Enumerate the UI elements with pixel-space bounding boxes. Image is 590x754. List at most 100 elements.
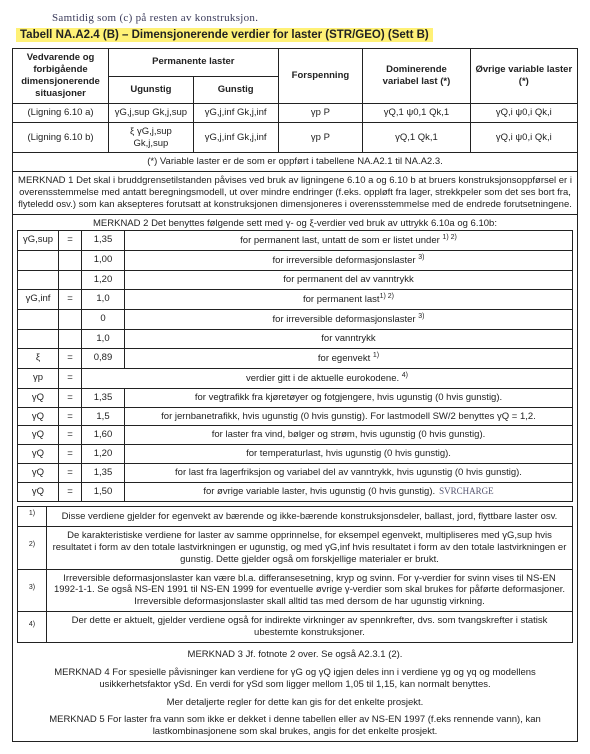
cell: γQ,i ψ0,i Qk,i [470, 103, 577, 122]
cell: (Ligning 6.10 b) [13, 122, 109, 153]
footnote-row: 4)Der dette er aktuelt, gjelder verdiene… [18, 612, 573, 643]
def-sym: ξ [18, 348, 59, 368]
def-val: 1,35 [82, 388, 125, 407]
def-row: γQ=1,35for vegtrafikk fra kjøretøyer og … [18, 388, 573, 407]
def-sym: γG,inf [18, 289, 59, 309]
def-txt: for vanntrykk [125, 329, 573, 348]
th-fav: Gunstig [193, 76, 278, 103]
cell: γG,j,sup Gk,j,sup [109, 103, 194, 122]
def-val: 1,20 [82, 445, 125, 464]
fn-text: Disse verdiene gjelder for egenvekt av b… [47, 506, 573, 526]
handwritten-note: Samtidig som (c) på resten av konstruksj… [52, 12, 578, 26]
fn-num: 3) [18, 569, 47, 612]
def-val: 1,50 [82, 483, 125, 502]
cell: γG,j,inf Gk,j,inf [193, 122, 278, 153]
def-sym: γQ [18, 445, 59, 464]
def-txt: for temperaturlast, hvis ugunstig (0 hvi… [125, 445, 573, 464]
def-val: 0,89 [82, 348, 125, 368]
table-title: Tabell NA.A2.4 (B) – Dimensjonerende ver… [16, 28, 433, 42]
def-sym: γQ [18, 464, 59, 483]
def-txt: for permanent last, untatt de som er lis… [125, 230, 573, 250]
def-eq: = [59, 289, 82, 309]
definitions-table: γG,sup=1,35for permanent last, untatt de… [17, 230, 573, 502]
def-row: γQ=1,50for øvrige variable laster, hvis … [18, 483, 573, 502]
def-eq: = [59, 445, 82, 464]
merknad-5: MERKNAD 5 For laster fra vann som ikke e… [17, 714, 573, 738]
def-val: 1,0 [82, 289, 125, 309]
def-sym: γQ [18, 388, 59, 407]
def-row: γQ=1,20for temperaturlast, hvis ugunstig… [18, 445, 573, 464]
def-eq: = [59, 483, 82, 502]
def-val: 1,5 [82, 407, 125, 426]
footnote-row: 1)Disse verdiene gjelder for egenvekt av… [18, 506, 573, 526]
cell: γp P [278, 122, 363, 153]
def-txt: for egenvekt 1) [125, 348, 573, 368]
def-eq: = [59, 388, 82, 407]
def-txt: verdier gitt i de aktuelle eurokodene. 4… [82, 368, 573, 388]
def-row: γG,inf=1,0for permanent last1) 2) [18, 289, 573, 309]
cell: γG,j,inf Gk,j,inf [193, 103, 278, 122]
cell: γp P [278, 103, 363, 122]
merknad-3: MERKNAD 3 Jf. fotnote 2 over. Se også A2… [17, 649, 573, 661]
th-dominant: Dominerende variabel last (*) [363, 49, 470, 104]
def-eq: = [59, 464, 82, 483]
def-row: 0for irreversible deformasjonslaster 3) [18, 309, 573, 329]
def-row: γp=verdier gitt i de aktuelle eurokodene… [18, 368, 573, 388]
def-row: γQ=1,35for last fra lagerfriksjon og var… [18, 464, 573, 483]
def-txt: for irreversible deformasjonslaster 3) [125, 309, 573, 329]
def-sym: γG,sup [18, 230, 59, 250]
def-txt: for permanent last1) 2) [125, 289, 573, 309]
star-note: (*) Variable laster er de som er oppført… [13, 153, 578, 172]
footnotes-table: 1)Disse verdiene gjelder for egenvekt av… [17, 506, 573, 643]
def-val: 1,35 [82, 464, 125, 483]
def-row: γQ=1,5for jernbanetrafikk, hvis ugunstig… [18, 407, 573, 426]
def-txt: for øvrige variable laster, hvis ugunsti… [125, 483, 573, 502]
def-txt: for vegtrafikk fra kjøretøyer og fotgjen… [125, 388, 573, 407]
th-unfav: Ugunstig [109, 76, 194, 103]
def-val: 0 [82, 309, 125, 329]
def-sym [18, 329, 59, 348]
fn-num: 4) [18, 612, 47, 643]
def-val: 1,60 [82, 426, 125, 445]
row-610a: (Ligning 6.10 a) γG,j,sup Gk,j,sup γG,j,… [13, 103, 578, 122]
def-eq: = [59, 230, 82, 250]
th-situations: Vedvarende og forbigående dimensjonerend… [13, 49, 109, 104]
def-txt: for jernbanetrafikk, hvis ugunstig (0 hv… [125, 407, 573, 426]
def-eq [59, 329, 82, 348]
def-row: γG,sup=1,35for permanent last, untatt de… [18, 230, 573, 250]
def-txt: for irreversible deformasjonslaster 3) [125, 250, 573, 270]
def-sym: γQ [18, 483, 59, 502]
def-row: 1,20for permanent del av vanntrykk [18, 270, 573, 289]
def-row: γQ=1,60for laster fra vind, bølger og st… [18, 426, 573, 445]
fn-num: 2) [18, 526, 47, 569]
def-sym: γQ [18, 426, 59, 445]
fn-text: Irreversible deformasjonslaster kan være… [47, 569, 573, 612]
def-eq [59, 250, 82, 270]
fn-text: De karakteristiske verdiene for laster a… [47, 526, 573, 569]
fn-text: Der dette er aktuelt, gjelder verdiene o… [47, 612, 573, 643]
def-val: 1,00 [82, 250, 125, 270]
th-prestress: Forspenning [278, 49, 363, 104]
row-610b: (Ligning 6.10 b) ξ γG,j,sup Gk,j,sup γG,… [13, 122, 578, 153]
def-eq: = [59, 348, 82, 368]
def-eq [59, 270, 82, 289]
merknad-4: MERKNAD 4 For spesielle påvisninger kan … [17, 667, 573, 691]
def-row: 1,0for vanntrykk [18, 329, 573, 348]
def-sym [18, 309, 59, 329]
merknad-2-intro: MERKNAD 2 Det benyttes følgende sett med… [17, 218, 573, 230]
th-other: Øvrige variable laster (*) [470, 49, 577, 104]
def-sym [18, 270, 59, 289]
merknad-4b: Mer detaljerte regler for dette kan gis … [17, 697, 573, 709]
merknad-1: MERKNAD 1 Det skal i bruddgrensetilstand… [13, 172, 578, 215]
merknad-2-block: MERKNAD 2 Det benyttes følgende sett med… [13, 214, 578, 741]
def-txt: for last fra lagerfriksjon og variabel d… [125, 464, 573, 483]
cell: γQ,1 Qk,1 [363, 122, 470, 153]
th-permanent: Permanente laster [109, 49, 279, 76]
fn-num: 1) [18, 506, 47, 526]
def-sym: γQ [18, 407, 59, 426]
def-val: 1,35 [82, 230, 125, 250]
cell: γQ,1 ψ0,1 Qk,1 [363, 103, 470, 122]
def-txt: for permanent del av vanntrykk [125, 270, 573, 289]
def-eq: = [59, 368, 82, 388]
footnote-row: 2)De karakteristiske verdiene for laster… [18, 526, 573, 569]
